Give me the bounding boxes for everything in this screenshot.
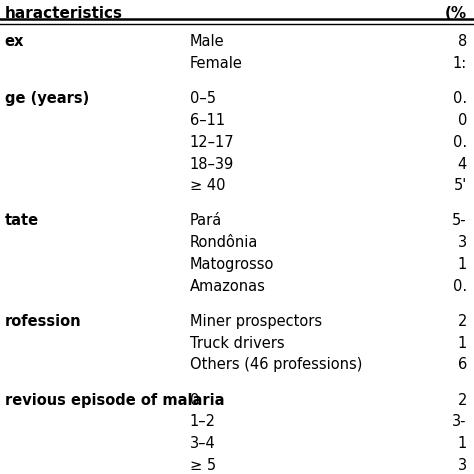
Text: 1: 1	[457, 436, 467, 451]
Text: 1: 1	[457, 257, 467, 272]
Text: 0.: 0.	[453, 135, 467, 150]
Text: revious episode of malaria: revious episode of malaria	[5, 392, 224, 408]
Text: 12–17: 12–17	[190, 135, 234, 150]
Text: Miner prospectors: Miner prospectors	[190, 314, 322, 329]
Text: 3-: 3-	[452, 414, 467, 429]
Text: 5': 5'	[454, 178, 467, 193]
Text: 3–4: 3–4	[190, 436, 215, 451]
Text: ≥ 40: ≥ 40	[190, 178, 225, 193]
Text: 6: 6	[457, 357, 467, 373]
Text: 2: 2	[457, 392, 467, 408]
Text: 18–39: 18–39	[190, 156, 234, 172]
Text: 4: 4	[457, 156, 467, 172]
Text: ge (years): ge (years)	[5, 91, 89, 106]
Text: 0–5: 0–5	[190, 91, 216, 106]
Text: Female: Female	[190, 56, 243, 71]
Text: Amazonas: Amazonas	[190, 279, 265, 294]
Text: ≥ 5: ≥ 5	[190, 458, 216, 473]
Text: 1–2: 1–2	[190, 414, 216, 429]
Text: Truck drivers: Truck drivers	[190, 336, 284, 351]
Text: Matogrosso: Matogrosso	[190, 257, 274, 272]
Text: 0.: 0.	[453, 279, 467, 294]
Text: 6–11: 6–11	[190, 113, 225, 128]
Text: 3: 3	[458, 235, 467, 250]
Text: tate: tate	[5, 213, 39, 228]
Text: rofession: rofession	[5, 314, 82, 329]
Text: 3: 3	[458, 458, 467, 473]
Text: 0: 0	[190, 392, 199, 408]
Text: 0.: 0.	[453, 91, 467, 106]
Text: (%: (%	[445, 6, 467, 21]
Text: 8: 8	[457, 34, 467, 49]
Text: 1: 1	[457, 336, 467, 351]
Text: 0: 0	[457, 113, 467, 128]
Text: 5-: 5-	[452, 213, 467, 228]
Text: 1:: 1:	[453, 56, 467, 71]
Text: 2: 2	[457, 314, 467, 329]
Text: Pará: Pará	[190, 213, 222, 228]
Text: ex: ex	[5, 34, 24, 49]
Text: Rondônia: Rondônia	[190, 235, 258, 250]
Text: haracteristics: haracteristics	[5, 6, 123, 21]
Text: Others (46 professions): Others (46 professions)	[190, 357, 362, 373]
Text: Male: Male	[190, 34, 224, 49]
